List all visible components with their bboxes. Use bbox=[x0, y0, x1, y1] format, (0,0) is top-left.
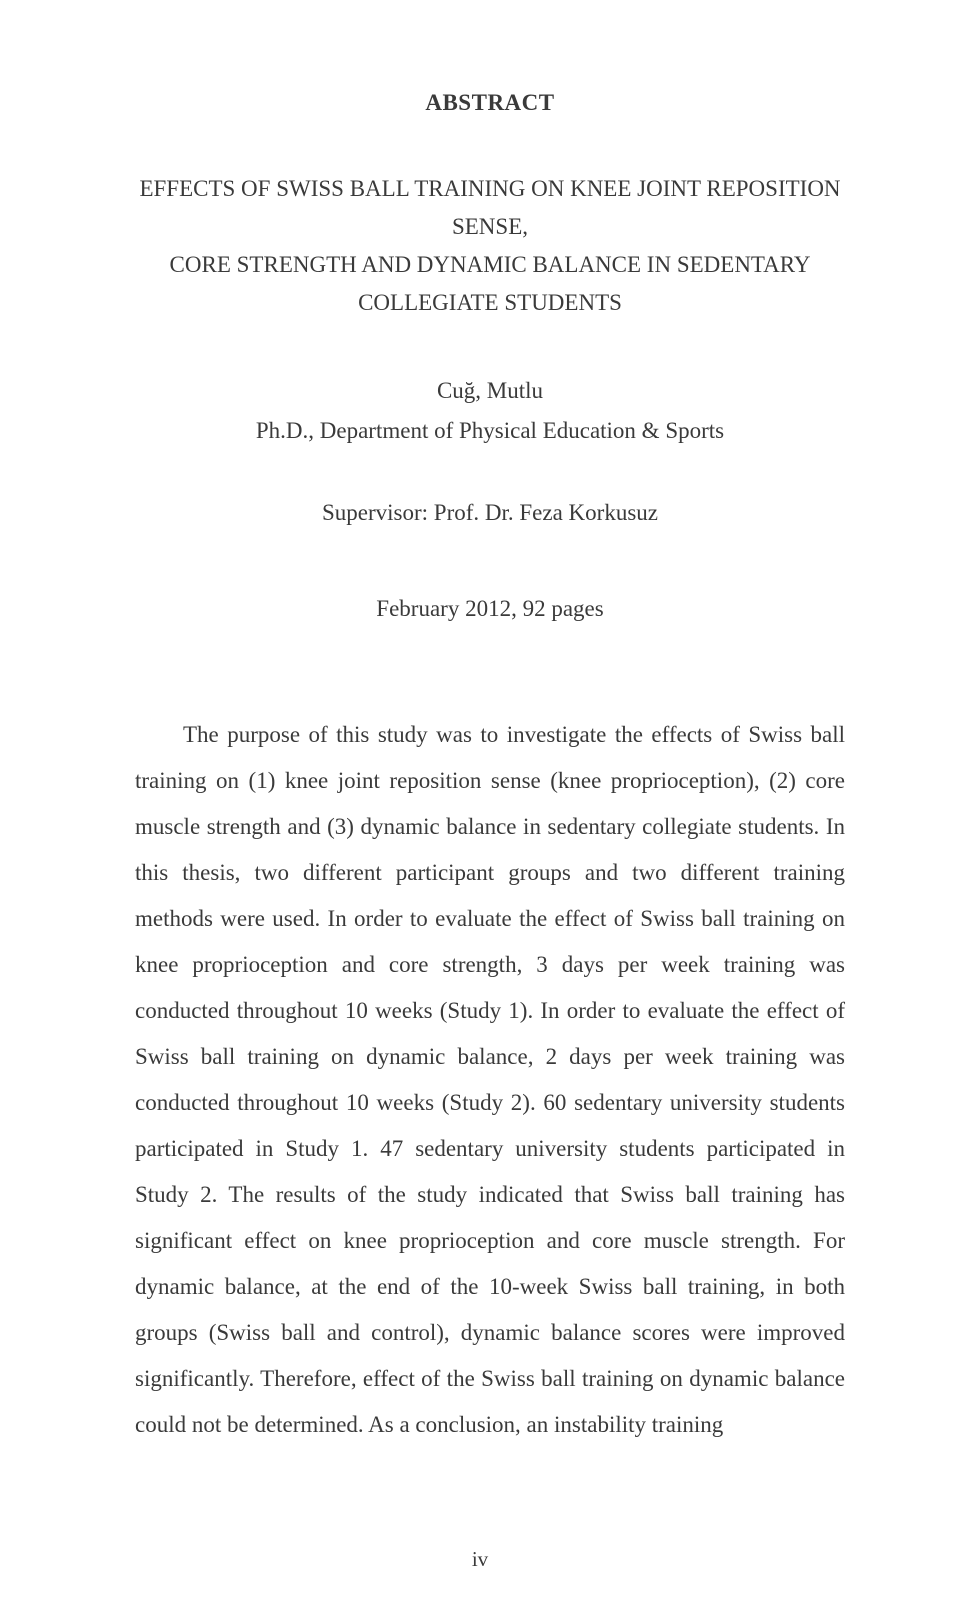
title-line-2: CORE STRENGTH AND DYNAMIC BALANCE IN SED… bbox=[135, 246, 845, 284]
title-line-1: EFFECTS OF SWISS BALL TRAINING ON KNEE J… bbox=[135, 170, 845, 246]
author-name: Cuğ, Mutlu bbox=[135, 378, 845, 404]
title-line-3: COLLEGIATE STUDENTS bbox=[135, 284, 845, 322]
abstract-body: The purpose of this study was to investi… bbox=[135, 712, 845, 1448]
thesis-title-block: EFFECTS OF SWISS BALL TRAINING ON KNEE J… bbox=[135, 170, 845, 322]
date-pages-line: February 2012, 92 pages bbox=[135, 596, 845, 622]
department-line: Ph.D., Department of Physical Education … bbox=[135, 418, 845, 444]
abstract-heading: ABSTRACT bbox=[135, 90, 845, 116]
page-number: iv bbox=[0, 1547, 960, 1572]
document-page: ABSTRACT EFFECTS OF SWISS BALL TRAINING … bbox=[0, 0, 960, 1610]
supervisor-line: Supervisor: Prof. Dr. Feza Korkusuz bbox=[135, 500, 845, 526]
